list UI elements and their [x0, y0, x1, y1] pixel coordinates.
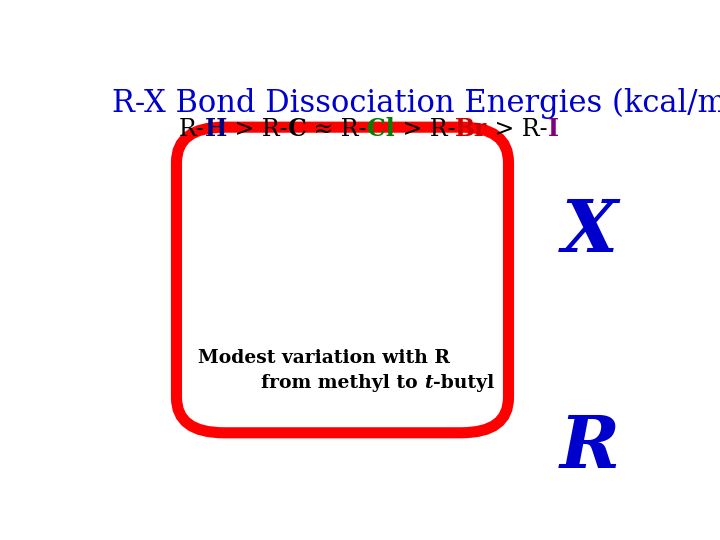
Text: R-X Bond Dissociation Energies (kcal/mole): R-X Bond Dissociation Energies (kcal/mol… — [112, 87, 720, 119]
Text: ≈ R-: ≈ R- — [307, 118, 366, 141]
Text: X: X — [562, 195, 618, 267]
FancyBboxPatch shape — [176, 127, 508, 433]
Text: R: R — [559, 412, 619, 483]
Text: Modest variation with R: Modest variation with R — [199, 349, 450, 367]
Text: from methyl to: from methyl to — [261, 374, 424, 392]
Text: Br: Br — [455, 117, 487, 141]
Text: R-: R- — [179, 118, 204, 141]
Text: -butyl: -butyl — [433, 374, 494, 392]
Text: H: H — [204, 117, 227, 141]
Text: C: C — [287, 117, 307, 141]
Text: I: I — [548, 117, 559, 141]
Text: t: t — [424, 374, 433, 392]
Text: > R-: > R- — [227, 118, 287, 141]
Text: > R-: > R- — [395, 118, 455, 141]
Text: Cl: Cl — [366, 117, 395, 141]
Text: > R-: > R- — [487, 118, 548, 141]
